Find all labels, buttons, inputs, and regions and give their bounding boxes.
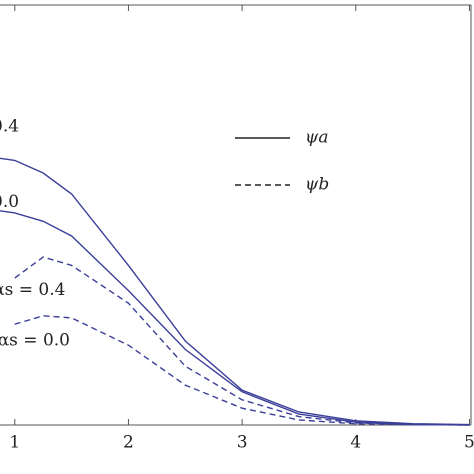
line-series (14, 315, 470, 426)
line-series (0, 210, 470, 426)
annotation: αs = 0.0 (0, 331, 70, 351)
x-tick-label: 4 (350, 433, 361, 453)
x-tick-label: 3 (237, 433, 248, 453)
x-tick-label: 1 (9, 433, 20, 453)
x-tick-label: 2 (123, 433, 134, 453)
legend-label: ψb (305, 175, 329, 195)
line-series (0, 157, 470, 426)
x-tick-label: 5 (464, 433, 474, 453)
legend-label: ψa (305, 128, 328, 148)
annotation: αs = 0.4 (0, 280, 65, 300)
annotation: 0.4 (0, 116, 19, 136)
annotation: 0.0 (0, 192, 19, 212)
line-series (14, 256, 470, 426)
